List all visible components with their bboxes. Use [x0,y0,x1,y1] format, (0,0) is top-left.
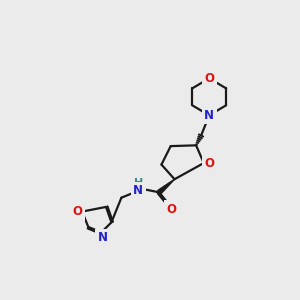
Text: H: H [134,178,143,188]
Text: O: O [73,205,82,218]
Text: N: N [98,231,108,244]
Text: O: O [204,157,214,169]
Text: N: N [134,184,143,197]
Text: O: O [204,72,214,85]
Text: N: N [204,109,214,122]
Polygon shape [158,179,175,194]
Text: O: O [167,203,176,216]
